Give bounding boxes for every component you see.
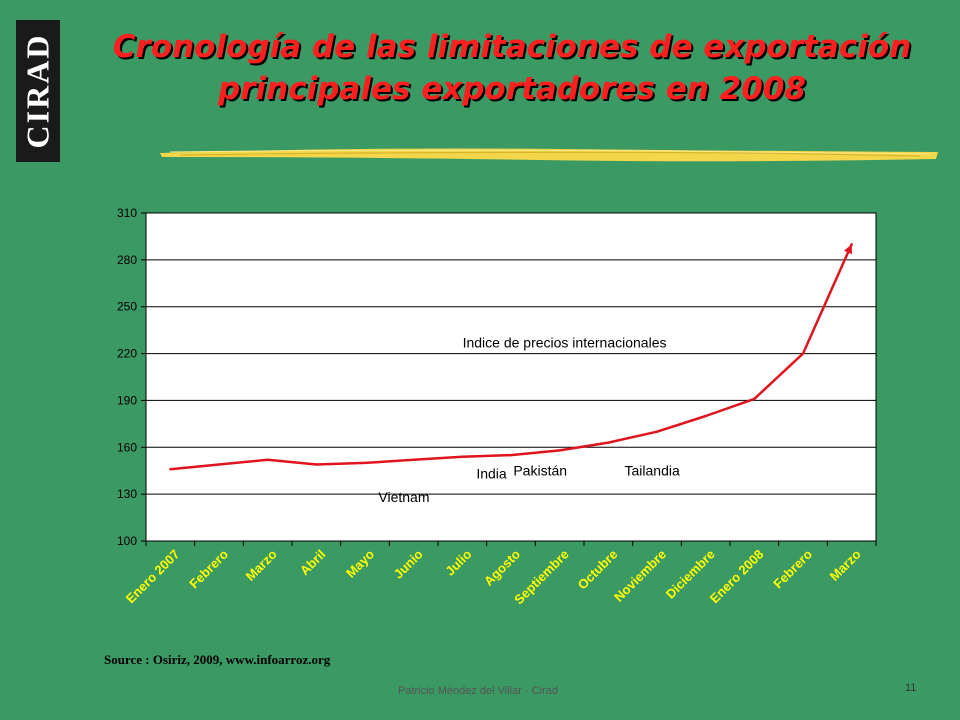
data-point bbox=[704, 414, 707, 418]
data-point bbox=[655, 430, 659, 433]
data-point bbox=[363, 461, 367, 465]
annotation-label: Tailandia bbox=[625, 462, 680, 478]
x-tick-label: Junio bbox=[391, 546, 426, 581]
y-tick-label: 280 bbox=[117, 253, 137, 267]
data-point bbox=[412, 458, 415, 461]
logo-text: CIRAD bbox=[19, 33, 56, 149]
y-tick-label: 190 bbox=[117, 393, 137, 407]
x-tick-label: Abril bbox=[297, 547, 329, 579]
footer-author: Patricio Méndez del Villar - Cirad bbox=[398, 685, 558, 697]
title-underline-brush bbox=[160, 148, 938, 162]
data-point bbox=[753, 397, 756, 401]
series-arrowhead bbox=[844, 244, 852, 255]
data-point bbox=[509, 453, 513, 457]
data-point bbox=[558, 449, 561, 452]
x-tick-label: Mayo bbox=[343, 546, 377, 580]
data-point bbox=[266, 458, 269, 461]
data-point bbox=[169, 467, 172, 471]
x-tick-label: Marzo bbox=[243, 546, 280, 583]
series-layer bbox=[169, 243, 853, 471]
title-line-2: principales exportadores en 2008 bbox=[218, 71, 806, 107]
x-tick-label: Noviembre bbox=[611, 547, 669, 605]
annotation-label: Indice de precios internacionales bbox=[463, 334, 667, 350]
y-axis-ticks: 100 130 160 190 220 250 280 310 bbox=[117, 206, 146, 548]
data-point bbox=[315, 463, 318, 466]
data-point bbox=[801, 352, 805, 355]
x-tick-label: Febrero bbox=[186, 546, 231, 591]
source-note: Source : Osiriz, 2009, www.infoarroz.org bbox=[104, 652, 331, 667]
title-line-1: Cronología de las limitaciones de export… bbox=[112, 29, 912, 65]
y-tick-label: 130 bbox=[117, 487, 137, 501]
data-point bbox=[607, 441, 610, 444]
cirad-logo: CIRAD bbox=[16, 20, 60, 162]
gridlines bbox=[146, 259, 876, 495]
data-point bbox=[217, 463, 221, 466]
slide-title: Cronología de las limitaciones de export… bbox=[72, 26, 952, 110]
page-number: 11 bbox=[905, 682, 917, 694]
y-tick-label: 100 bbox=[117, 534, 137, 548]
y-tick-label: 310 bbox=[117, 206, 137, 220]
x-axis-ticks: Enero 2007 Febrero Marzo Abril Mayo Junio Juli… bbox=[123, 541, 877, 607]
data-point bbox=[461, 455, 464, 458]
y-tick-label: 250 bbox=[117, 300, 137, 314]
annotation-label: Pakistán bbox=[513, 462, 567, 478]
x-tick-label: Octubre bbox=[575, 547, 621, 593]
y-tick-label: 220 bbox=[117, 347, 137, 361]
annotations-layer: Indice de precios internacionales Vietnam… bbox=[378, 334, 680, 505]
y-tick-label: 160 bbox=[117, 440, 137, 454]
x-tick-label: Enero 2007 bbox=[123, 547, 183, 607]
x-tick-label: Julio bbox=[442, 546, 474, 578]
plot-area bbox=[145, 212, 877, 542]
annotation-label: Vietnam bbox=[378, 489, 429, 505]
x-tick-label: Febrero bbox=[770, 546, 815, 591]
x-tick-label: Agosto bbox=[481, 546, 523, 588]
annotation-label: India bbox=[476, 466, 507, 482]
x-tick-label: Marzo bbox=[827, 546, 864, 583]
